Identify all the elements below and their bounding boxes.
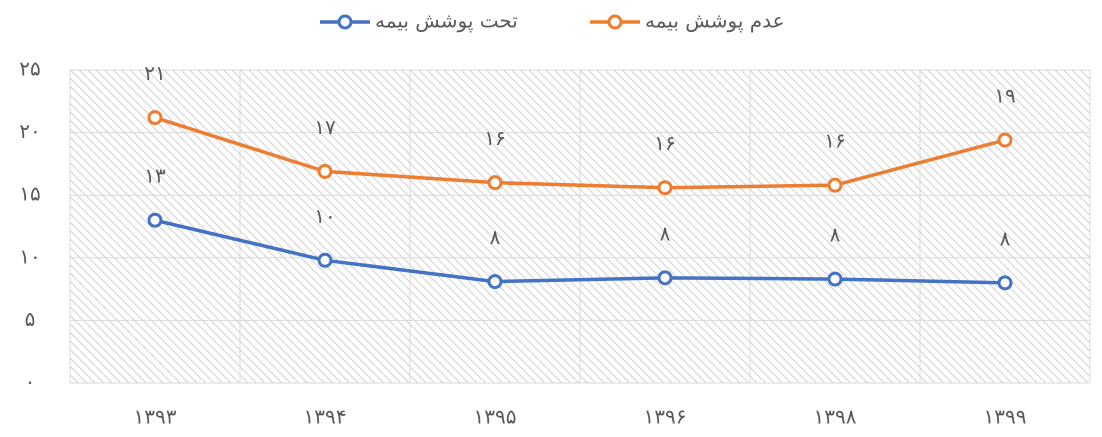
point [487,175,503,191]
point [147,212,163,228]
point [317,252,333,268]
data-label: ۱۳ [144,164,166,188]
y-tick-label: ۵ [25,307,36,331]
point [487,274,503,290]
point [827,271,843,287]
x-tick-label: ۱۳۹۶ [644,405,687,429]
point [657,270,673,286]
x-tick-label: ۱۳۹۸ [814,405,857,429]
data-label: ۱۷ [314,115,336,139]
legend-marker [607,14,623,30]
legend-marker [337,14,353,30]
y-tick-label: ۲۰ [19,119,40,143]
data-label: ۱۶ [484,126,505,150]
x-tick-label: ۱۳۹۹ [984,405,1027,429]
x-tick-label: ۱۳۹۵ [474,405,517,429]
data-label: ۸ [490,225,501,249]
data-label: ۲۱ [144,61,165,85]
data-label: ۸ [1000,226,1011,250]
y-tick-label: ۰ [25,370,36,394]
legend-label: تحت پوشش بیمه [375,9,518,34]
point [147,110,163,126]
point [997,275,1013,291]
point [657,180,673,196]
y-tick-label: ۲۵ [19,57,40,81]
y-tick-label: ۱۰ [19,244,40,268]
legend-label: عدم پوشش بیمه [645,9,785,34]
point [317,163,333,179]
point [997,132,1013,148]
x-tick-label: ۱۳۹۳ [134,405,177,429]
series-line [154,115,1006,190]
data-label: ۱۶ [824,129,845,153]
data-label: ۱۰ [314,204,335,228]
data-label: ۱۶ [654,131,675,155]
data-label: ۸ [660,221,671,245]
data-label: ۱۹ [994,84,1015,108]
point [827,177,843,193]
data-label: ۸ [830,223,841,247]
y-tick-label: ۱۵ [19,182,40,206]
series-line [154,218,1006,285]
x-tick-label: ۱۳۹۴ [304,405,347,429]
